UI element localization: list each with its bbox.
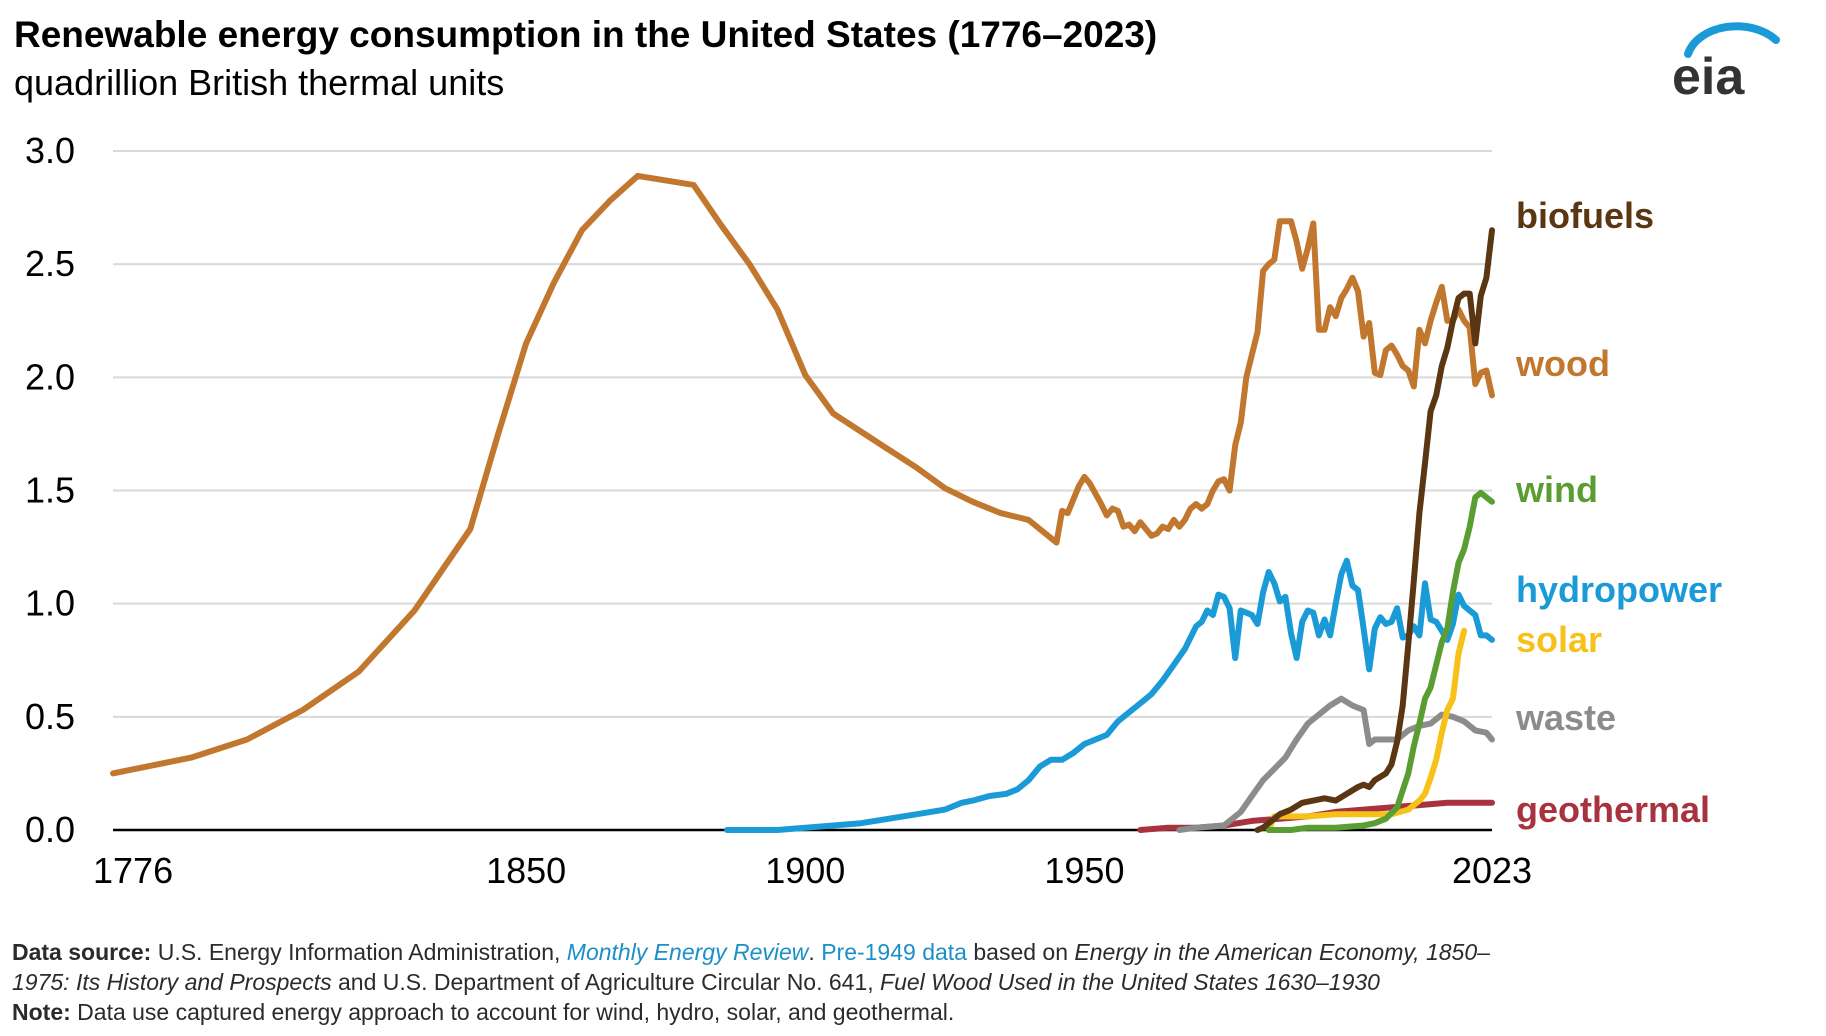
x-tick-label: 2023 [1452,850,1532,891]
chart-title: Renewable energy consumption in the Unit… [14,14,1158,55]
x-tick-label: 1900 [765,850,845,891]
biofuels-series-line [1254,227,1495,833]
pre-1949-link[interactable]: Pre-1949 data [821,939,967,965]
line-chart: 0.0 0.5 1.0 1.5 2.0 2.5 3.0 1776 1850 1900 1950 202… [25,130,1722,891]
mer-link[interactable]: Monthly Energy Review [566,939,809,965]
source-text: based on [966,939,1075,965]
wind-series-line [1265,489,1495,833]
geothermal-series-label: geothermal [1516,789,1710,830]
y-tick-label: 1.0 [25,583,75,624]
source-text: U.S. Energy Information Administration, [151,939,567,965]
footer-source-line-1: Data source: U.S. Energy Information Adm… [12,937,1490,967]
source-italic: Energy in the American Economy, 1850– [1074,939,1490,965]
wood-series-line [110,172,1495,777]
hydropower-series-label: hydropower [1516,569,1722,610]
source-text: . [808,939,822,965]
note-text: Data use captured energy approach to acc… [70,999,955,1025]
source-italic: 1975: Its History and Prospects [12,969,332,995]
x-tick-label: 1950 [1044,850,1124,891]
wood-series-label: wood [1515,343,1610,384]
source-italic: Fuel Wood Used in the United States 1630… [880,969,1380,995]
solar-series-line [1265,627,1468,833]
y-tick-label: 0.0 [25,809,75,850]
chart-subtitle: quadrillion British thermal units [14,62,505,103]
x-tick-label: 1850 [486,850,566,891]
solar-series-label: solar [1516,619,1602,660]
note-label: Note: [12,999,71,1025]
source-label: Data source: [12,939,152,965]
footer-source-line-2: 1975: Its History and Prospects and U.S.… [12,967,1490,997]
source-text: and U.S. Department of Agriculture Circu… [331,969,881,995]
hydropower-series-line [724,557,1495,833]
y-tick-label: 0.5 [25,696,75,737]
footer-note: Note: Data use captured energy approach … [12,997,1490,1027]
wind-series-label: wind [1515,469,1598,510]
footer: Data source: U.S. Energy Information Adm… [12,937,1490,1027]
eia-logo: eia [1672,22,1780,100]
biofuels-series-label: biofuels [1516,195,1654,236]
waste-series-label: waste [1515,697,1616,738]
svg-text:eia: eia [1672,48,1745,100]
y-tick-label: 2.5 [25,243,75,284]
y-tick-label: 1.5 [25,470,75,511]
x-tick-label: 1776 [93,850,173,891]
y-tick-label: 2.0 [25,356,75,397]
y-tick-label: 3.0 [25,130,75,171]
